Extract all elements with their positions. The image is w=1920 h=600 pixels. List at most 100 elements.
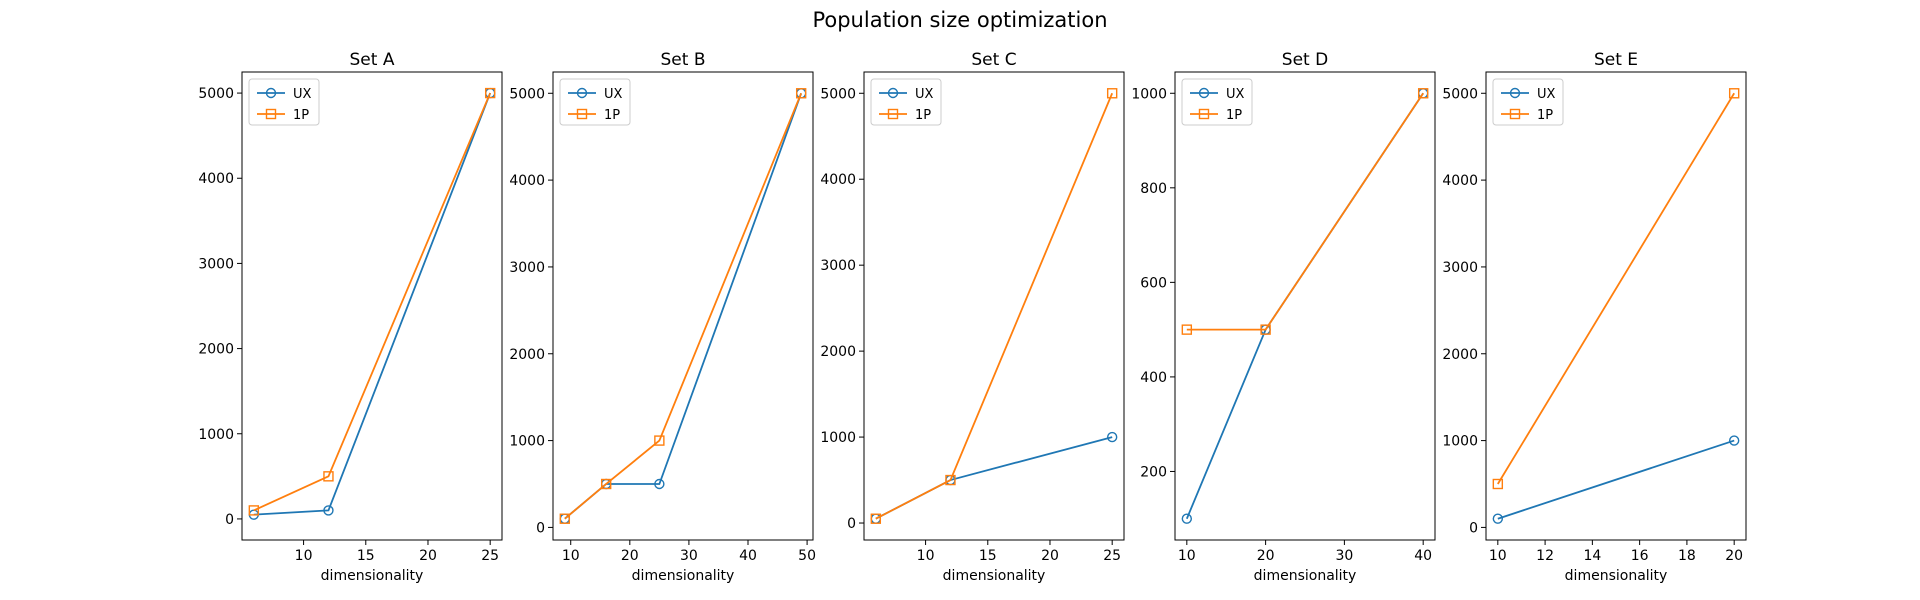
data-point [1728, 435, 1740, 446]
panels: Set A10 15 20 25010002000300040005000dimens… [198, 50, 1747, 584]
y-tick-label: 4000 [1442, 173, 1478, 189]
legend-label: 1P [915, 108, 931, 123]
x-tick-label: 10 [562, 548, 580, 564]
legend-entry: UX [257, 87, 312, 102]
legend: UX 1P [870, 78, 942, 126]
legend-label: UX [915, 87, 934, 102]
x-axis-label: dimensionality [943, 568, 1046, 584]
x-tick-label: 10 [1489, 548, 1507, 564]
series-line [1185, 92, 1424, 520]
y-tick-label: 1000 [820, 430, 856, 446]
y-tick-label: 5000 [820, 86, 856, 102]
series-line [253, 92, 492, 516]
y-tick-label: 200 [1140, 464, 1167, 480]
legend-entry: 1P [1190, 108, 1242, 123]
legend-marker [265, 87, 277, 99]
data-point [1728, 88, 1740, 99]
x-tick-label: 20 [621, 548, 639, 564]
x-tick-label: 12 [1536, 548, 1554, 564]
figure-title: Population size optimization [812, 8, 1107, 32]
y-tick-label: 3000 [198, 256, 234, 272]
chart-panel-4: Set D 10 20 30 40 200 400 600 800 1000 dimensional… [1131, 50, 1436, 584]
panel-title: Set B [661, 50, 706, 70]
data-point [1106, 431, 1118, 443]
y-tick-label: 5000 [1442, 86, 1478, 102]
chart-panel-5: Set E 10 12 14 16 18 20 0 1000 2000 3000 4000 5000 di… [1442, 50, 1747, 584]
axes-frame [863, 71, 1125, 541]
legend-marker [887, 108, 899, 120]
x-tick-label: 50 [798, 548, 816, 564]
data-point [1181, 513, 1193, 524]
legend-entry: UX [879, 87, 934, 102]
legend-label: UX [1226, 87, 1245, 102]
data-point [945, 474, 956, 486]
axes-frame [1485, 71, 1747, 541]
x-tick-label: 40 [739, 548, 757, 564]
series-1p [870, 88, 1118, 524]
legend-label: 1P [1226, 108, 1242, 123]
series-line [1497, 92, 1735, 485]
legend-entry: 1P [879, 108, 931, 123]
data-point [654, 435, 665, 446]
data-point [1181, 324, 1193, 335]
legend-label: UX [293, 87, 312, 102]
series-ux [870, 431, 1118, 524]
data-point [1492, 478, 1504, 490]
chart-panel-1: Set A 10 15 20 25 0 1000 2000 3000 4000 5000 dimens… [198, 50, 503, 584]
x-tick-label: 30 [1335, 548, 1353, 564]
legend-label: 1P [604, 108, 620, 123]
data-point [795, 88, 807, 99]
x-tick-label: 20 [1725, 548, 1743, 564]
legend-label: UX [604, 87, 623, 102]
x-tick-label: 20 [1257, 548, 1275, 564]
data-point [323, 471, 334, 482]
y-tick-label: 3000 [820, 258, 856, 274]
x-axis-label: dimensionality [1254, 568, 1357, 584]
y-tick-label: 5000 [509, 86, 545, 102]
data-point [1106, 88, 1118, 99]
panel-title: Set A [350, 50, 395, 70]
series-line [564, 92, 803, 520]
x-tick-label: 10 [295, 548, 313, 564]
x-tick-label: 30 [680, 548, 698, 564]
y-tick-label: 0 [536, 520, 545, 536]
x-tick-label: 10 [1178, 548, 1196, 564]
series-ux [559, 88, 807, 524]
legend-marker [265, 108, 277, 120]
y-tick-label: 0 [225, 512, 234, 528]
axes-frame [552, 71, 814, 541]
data-point [484, 87, 496, 99]
x-tick-label: 18 [1678, 548, 1696, 564]
y-tick-label: 1000 [198, 427, 234, 443]
y-tick-label: 1000 [1131, 86, 1167, 102]
x-tick-label: 16 [1631, 548, 1649, 564]
panel-title: Set D [1282, 50, 1328, 70]
legend-entry: 1P [1501, 108, 1553, 123]
x-tick-label: 25 [481, 548, 499, 564]
legend-entry: UX [1501, 87, 1556, 102]
legend-marker [576, 108, 588, 120]
series-line [1186, 92, 1424, 331]
legend: UX 1P [1181, 78, 1253, 126]
x-tick-label: 40 [1414, 548, 1432, 564]
legend-label: 1P [1537, 108, 1553, 123]
data-point [559, 513, 571, 524]
y-tick-label: 1000 [509, 434, 545, 450]
x-tick-label: 20 [419, 548, 437, 564]
legend: UX 1P [559, 78, 631, 126]
y-tick-label: 400 [1140, 370, 1167, 386]
legend-entry: 1P [568, 108, 620, 123]
x-axis-label: dimensionality [321, 568, 424, 584]
y-tick-label: 1000 [1442, 434, 1478, 450]
x-tick-label: 25 [1103, 548, 1121, 564]
legend: UX 1P [1492, 78, 1564, 126]
series-1p [1492, 88, 1740, 490]
y-tick-label: 0 [1469, 520, 1478, 536]
series-ux [248, 87, 496, 520]
y-tick-label: 4000 [509, 173, 545, 189]
x-tick-label: 15 [357, 548, 375, 564]
series-1p [1181, 88, 1429, 335]
series-line [1497, 439, 1735, 520]
legend-marker [576, 87, 588, 99]
data-point [870, 513, 882, 524]
